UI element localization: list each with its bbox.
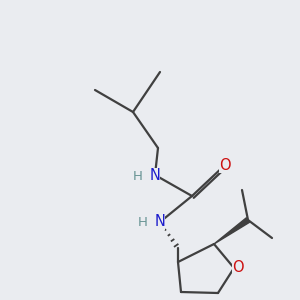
Text: N: N [154, 214, 165, 230]
Text: H: H [133, 169, 143, 182]
Text: H: H [138, 217, 148, 230]
Text: N: N [150, 167, 160, 182]
Text: O: O [232, 260, 244, 275]
Text: O: O [219, 158, 231, 172]
Polygon shape [214, 218, 250, 244]
